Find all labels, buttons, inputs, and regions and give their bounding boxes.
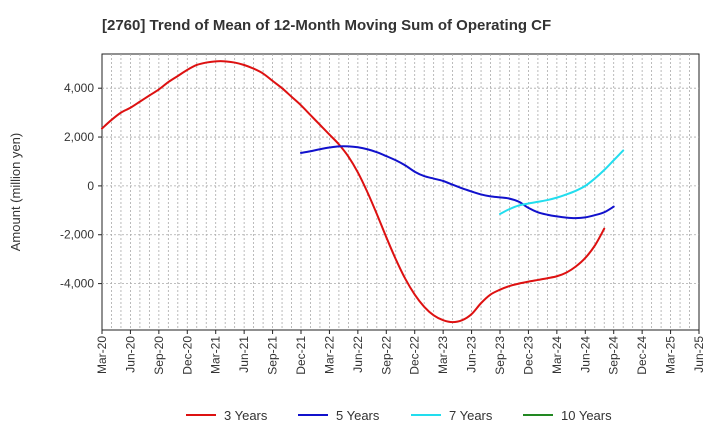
y-axis-ticks: 4,000 2,000 0 -2,000 -4,000 bbox=[60, 81, 102, 291]
y-axis-label: Amount (million yen) bbox=[8, 133, 23, 252]
x-tick-label: Dec-23 bbox=[521, 336, 535, 375]
legend-label: 3 Years bbox=[224, 408, 268, 423]
y-tick-label: 0 bbox=[87, 179, 94, 193]
x-tick-label: Mar-22 bbox=[322, 336, 336, 374]
series-layer bbox=[101, 60, 625, 324]
x-tick-label: Dec-24 bbox=[635, 336, 649, 375]
x-tick-label: Jun-24 bbox=[578, 336, 592, 373]
y-tick-label: -2,000 bbox=[60, 228, 94, 242]
x-tick-label: Sep-20 bbox=[152, 336, 166, 375]
x-tick-label: Jun-20 bbox=[123, 336, 137, 373]
x-axis-ticks: Mar-20 Jun-20 Sep-20 Dec-20 Mar-21 Jun-21 Sep-… bbox=[95, 330, 706, 375]
plot-area bbox=[101, 53, 700, 331]
chart-title: [2760] Trend of Mean of 12-Month Moving … bbox=[102, 17, 551, 34]
x-tick-label: Mar-23 bbox=[436, 336, 450, 374]
legend-label: 10 Years bbox=[561, 408, 612, 423]
x-tick-label: Mar-20 bbox=[95, 336, 109, 374]
x-tick-label: Jun-25 bbox=[692, 336, 706, 373]
x-tick-label: Sep-21 bbox=[266, 336, 280, 375]
x-tick-label: Sep-22 bbox=[379, 336, 393, 375]
y-tick-label: -4,000 bbox=[60, 277, 94, 291]
x-tick-label: Mar-25 bbox=[664, 336, 678, 374]
y-tick-label: 2,000 bbox=[64, 130, 94, 144]
x-tick-label: Mar-21 bbox=[209, 336, 223, 374]
y-tick-label: 4,000 bbox=[64, 81, 94, 95]
x-tick-label: Dec-21 bbox=[294, 336, 308, 375]
x-tick-label: Mar-24 bbox=[550, 336, 564, 374]
x-tick-label: Jun-23 bbox=[465, 336, 479, 373]
legend-label: 5 Years bbox=[336, 408, 380, 423]
series-line-3-years bbox=[101, 60, 606, 324]
x-tick-label: Jun-22 bbox=[351, 336, 365, 373]
series-line-5-years bbox=[300, 145, 615, 220]
grid bbox=[102, 54, 699, 330]
x-tick-label: Sep-24 bbox=[607, 336, 621, 375]
x-tick-label: Dec-22 bbox=[408, 336, 422, 375]
x-tick-label: Dec-20 bbox=[180, 336, 194, 375]
x-tick-label: Sep-23 bbox=[493, 336, 507, 375]
series-line-7-years bbox=[499, 149, 625, 215]
x-tick-label: Jun-21 bbox=[237, 336, 251, 373]
legend: 3 Years 5 Years 7 Years 10 Years bbox=[186, 408, 612, 423]
legend-label: 7 Years bbox=[449, 408, 493, 423]
